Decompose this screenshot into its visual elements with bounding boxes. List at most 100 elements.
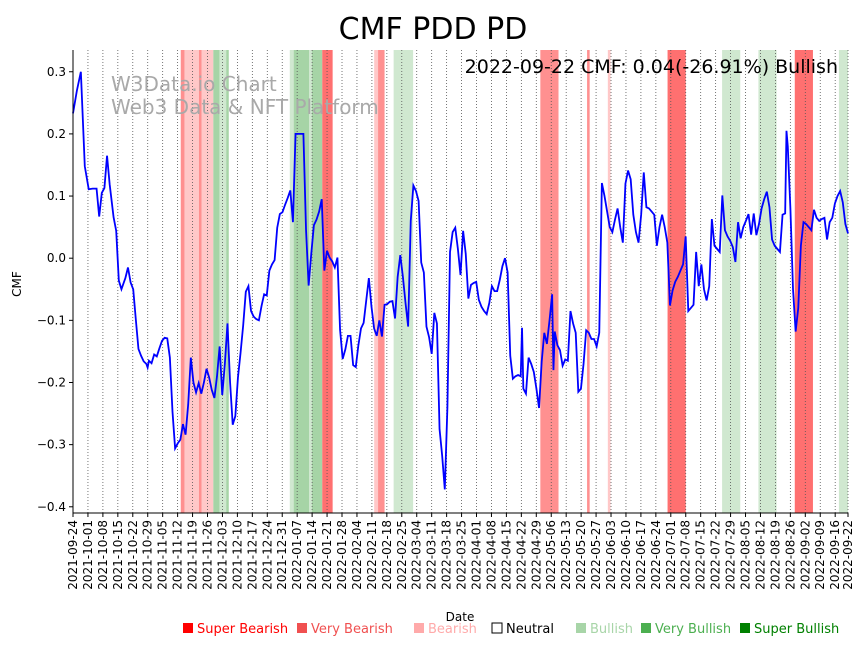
y-tick-label: −0.4 (37, 500, 66, 514)
band-bearish (184, 50, 199, 513)
signal-bands (180, 50, 848, 513)
legend-label-super-bearish: Super Bearish (197, 622, 288, 637)
legend-swatch-very-bearish (297, 623, 307, 633)
legend-swatch-neutral (491, 622, 503, 634)
x-tick-label: 2022-01-28 (335, 520, 349, 590)
x-tick-label: 2022-05-20 (574, 520, 588, 590)
x-tick-label: 2021-10-15 (111, 520, 125, 590)
x-tick-label: 2022-06-10 (619, 520, 633, 590)
x-tick-label: 2022-05-13 (559, 520, 573, 590)
band-very-bullish (226, 50, 229, 513)
x-tick-label: 2022-02-04 (350, 520, 364, 590)
x-tick-label: 2022-04-15 (499, 520, 513, 590)
x-tick-label: 2022-05-06 (544, 520, 558, 590)
y-tick-label: −0.3 (37, 438, 66, 452)
x-tick-label: 2022-04-08 (484, 520, 498, 590)
axes (72, 50, 848, 514)
x-tick-label: 2022-03-25 (455, 520, 469, 590)
x-tick-label: 2022-01-07 (290, 520, 304, 590)
x-tick-label: 2022-03-18 (440, 520, 454, 590)
band-bullish (838, 50, 848, 513)
x-tick-label: 2022-07-29 (724, 520, 738, 590)
band-very-bearish (198, 50, 202, 513)
legend-swatch-super-bullish (740, 623, 750, 633)
x-tick-label: 2021-11-12 (171, 520, 185, 590)
band-bullish (722, 50, 741, 513)
x-tick-label: 2022-04-22 (514, 520, 528, 590)
legend: Super Bearish Very Bearish Bearish Neutral B… (183, 622, 839, 637)
legend-label-super-bullish: Super Bullish (754, 622, 839, 637)
x-tick-label: 2022-06-17 (634, 520, 648, 590)
x-tick-label: 2021-10-29 (141, 520, 155, 590)
band-very-bullish (293, 50, 310, 513)
x-tick-label: 2021-10-08 (96, 520, 110, 590)
x-tick-label: 2021-12-31 (275, 520, 289, 590)
band-super-bearish (667, 50, 686, 513)
x-axis-label: Date (446, 610, 475, 624)
x-tick-label: 2021-12-03 (215, 520, 229, 590)
band-very-bearish (180, 50, 185, 513)
x-tick-label: 2022-07-15 (694, 520, 708, 590)
x-tick-label: 2021-11-26 (201, 520, 215, 590)
y-axis-ticks: 0.3 0.2 0.1 0.0 −0.1 −0.2 −0.3 −0.4 (37, 65, 73, 514)
x-tick-label: 2022-08-05 (739, 520, 753, 590)
y-tick-label: −0.2 (37, 375, 66, 389)
x-tick-label: 2022-08-26 (783, 520, 797, 590)
x-tick-label: 2021-10-22 (126, 520, 140, 590)
y-tick-label: 0.0 (47, 251, 66, 265)
band-bullish (309, 50, 312, 513)
x-tick-label: 2022-01-21 (320, 520, 334, 590)
x-tick-label: 2022-07-22 (709, 520, 723, 590)
chart-title: CMF PDD PD (339, 12, 528, 47)
x-tick-label: 2022-08-19 (768, 520, 782, 590)
vertical-grid (72, 50, 849, 513)
y-axis-label: CMF (10, 271, 24, 297)
watermark-line-2: Web3 Data & NFT Platform (111, 95, 379, 119)
band-bullish (219, 50, 227, 513)
x-tick-label: 2022-06-03 (604, 520, 618, 590)
x-axis-ticks: 2021-09-24 2021-10-01 2021-10-08 2021-10-15… (66, 513, 855, 590)
legend-label-bullish: Bullish (590, 622, 633, 637)
x-tick-label: 2022-08-12 (753, 520, 767, 590)
band-super-bearish (794, 50, 813, 513)
x-tick-label: 2021-11-05 (156, 520, 170, 590)
cmf-annotation: 2022-09-22 CMF: 0.04(-26.91%) Bullish (465, 56, 838, 78)
x-tick-label: 2022-09-09 (813, 520, 827, 590)
band-very-bullish (213, 50, 220, 513)
x-tick-label: 2022-07-08 (679, 520, 693, 590)
x-tick-label: 2022-07-01 (664, 520, 678, 590)
x-tick-label: 2022-02-11 (365, 520, 379, 590)
y-tick-label: 0.1 (47, 189, 66, 203)
y-tick-label: 0.2 (47, 127, 66, 141)
x-tick-label: 2022-03-11 (425, 520, 439, 590)
legend-swatch-super-bearish (183, 623, 193, 633)
x-tick-label: 2021-12-10 (230, 520, 244, 590)
x-tick-label: 2022-04-01 (470, 520, 484, 590)
legend-swatch-very-bullish (641, 623, 651, 633)
legend-label-very-bullish: Very Bullish (655, 622, 731, 637)
x-tick-label: 2022-09-02 (798, 520, 812, 590)
watermark-line-1: W3Data.io Chart (111, 72, 277, 96)
x-tick-label: 2022-02-18 (380, 520, 394, 590)
x-tick-label: 2021-12-24 (260, 520, 274, 590)
x-tick-label: 2022-01-14 (305, 520, 319, 590)
x-tick-label: 2021-12-17 (245, 520, 259, 590)
legend-swatch-bullish (576, 623, 586, 633)
band-very-bearish (540, 50, 559, 513)
band-bearish (374, 50, 379, 513)
x-tick-label: 2022-05-27 (589, 520, 603, 590)
x-tick-label: 2021-11-19 (186, 520, 200, 590)
x-tick-label: 2021-10-01 (81, 520, 95, 590)
y-tick-label: 0.3 (47, 65, 66, 79)
legend-label-neutral: Neutral (506, 622, 554, 637)
band-bullish (289, 50, 294, 513)
x-tick-label: 2022-09-16 (828, 520, 842, 590)
band-very-bullish (311, 50, 323, 513)
x-tick-label: 2022-09-22 (841, 520, 855, 590)
y-tick-label: −0.1 (37, 313, 66, 327)
x-tick-label: 2022-06-24 (649, 520, 663, 590)
x-tick-label: 2022-04-29 (529, 520, 543, 590)
x-tick-label: 2021-09-24 (66, 520, 80, 590)
x-tick-label: 2022-03-04 (410, 520, 424, 590)
